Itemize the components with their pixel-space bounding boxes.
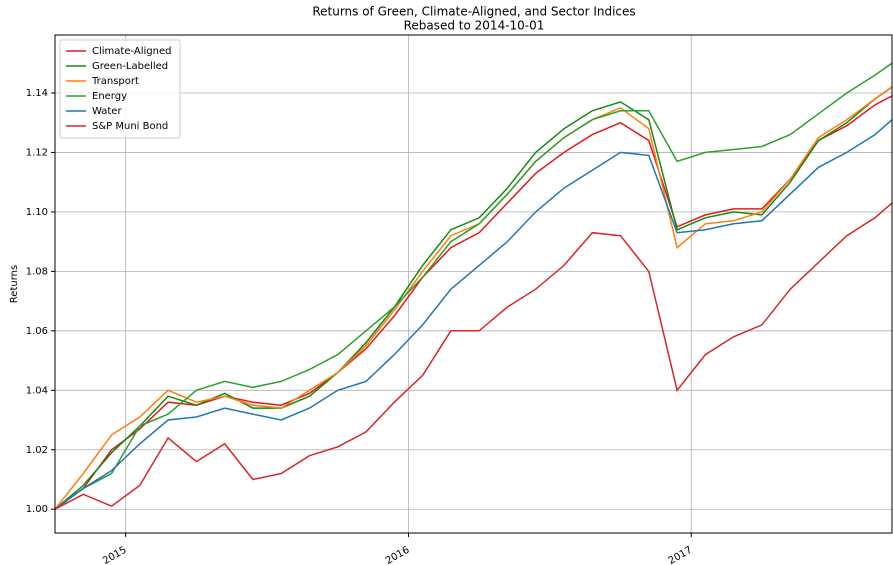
chart-title: Returns of Green, Climate-Aligned, and S… [312,5,635,19]
x-tick-label: 2015 [101,545,129,565]
y-tick-label: 1.10 [26,207,48,218]
legend-label: Water [92,106,122,117]
plot-frame [54,34,893,534]
x-tick-label: 2016 [384,545,412,565]
chart-subtitle: Rebased to 2014-10-01 [404,19,545,33]
x-tick-label: 2017 [667,545,695,565]
y-tick-label: 1.04 [26,385,48,396]
series-line [54,62,893,510]
series-line [54,86,893,510]
y-tick-label: 1.00 [26,504,48,515]
legend-label: Transport [91,76,139,87]
y-tick-label: 1.02 [26,445,48,456]
legend-label: Green-Labelled [92,61,168,72]
legend-label: Climate-Aligned [92,46,171,57]
series-line [54,95,893,510]
y-tick-label: 1.06 [26,326,48,337]
legend-label: Energy [92,91,127,102]
y-tick-label: 1.08 [26,266,48,277]
legend-box [59,39,181,139]
y-tick-label: 1.12 [26,147,48,158]
series-line [54,86,893,510]
legend-label: S&P Muni Bond [92,121,168,132]
y-axis-label: Returns [9,265,20,303]
series-line [54,119,893,510]
y-tick-label: 1.14 [26,88,48,99]
series-line [54,202,893,510]
